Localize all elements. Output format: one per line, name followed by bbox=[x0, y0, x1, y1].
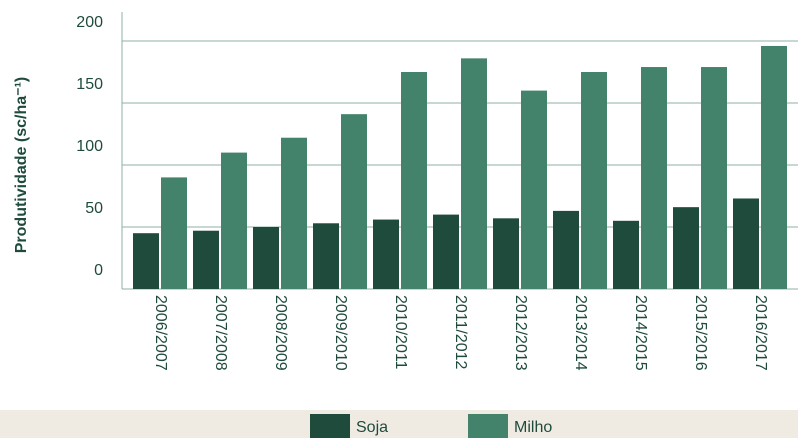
legend-swatch bbox=[468, 414, 508, 438]
bar bbox=[133, 233, 159, 289]
legend-label: Milho bbox=[514, 419, 552, 436]
bar bbox=[553, 210, 579, 289]
x-tick-label: 2012/2013 bbox=[512, 295, 529, 371]
bar bbox=[281, 137, 307, 289]
bar bbox=[373, 219, 399, 289]
y-tick-label: 0 bbox=[94, 262, 103, 279]
bar bbox=[313, 223, 339, 289]
bar bbox=[521, 90, 547, 289]
bar bbox=[221, 152, 247, 289]
bar bbox=[161, 177, 187, 289]
bar bbox=[613, 220, 639, 289]
bar bbox=[581, 72, 607, 289]
bar bbox=[493, 218, 519, 289]
y-tick-label: 200 bbox=[76, 14, 103, 31]
bar bbox=[461, 58, 487, 289]
bar bbox=[733, 198, 759, 289]
legend-band bbox=[0, 410, 798, 438]
bar bbox=[433, 214, 459, 289]
bar bbox=[761, 45, 787, 290]
legend-swatch bbox=[310, 414, 350, 438]
x-tick-label: 2007/2008 bbox=[212, 295, 229, 371]
x-tick-label: 2008/2009 bbox=[272, 295, 289, 371]
legend-label: Soja bbox=[356, 419, 388, 436]
bar bbox=[341, 114, 367, 289]
x-tick-label: 2014/2015 bbox=[632, 295, 649, 371]
x-tick-label: 2006/2007 bbox=[152, 295, 169, 371]
x-tick-label: 2016/2017 bbox=[752, 295, 769, 371]
bar bbox=[193, 230, 219, 289]
x-tick-label: 2015/2016 bbox=[692, 295, 709, 371]
x-tick-label: 2013/2014 bbox=[572, 295, 589, 371]
y-tick-label: 150 bbox=[76, 76, 103, 93]
bar bbox=[701, 67, 727, 289]
x-tick-label: 2011/2012 bbox=[452, 295, 469, 370]
x-tick-label: 2009/2010 bbox=[332, 295, 349, 371]
y-axis-label: Produtividade (sc/ha⁻¹) bbox=[13, 77, 30, 253]
bar bbox=[401, 72, 427, 289]
y-tick-label: 50 bbox=[85, 200, 103, 217]
x-tick-label: 2010/2011 bbox=[392, 295, 409, 370]
bar bbox=[673, 207, 699, 289]
bar bbox=[641, 67, 667, 289]
bar bbox=[253, 227, 279, 289]
y-tick-label: 100 bbox=[76, 138, 103, 155]
